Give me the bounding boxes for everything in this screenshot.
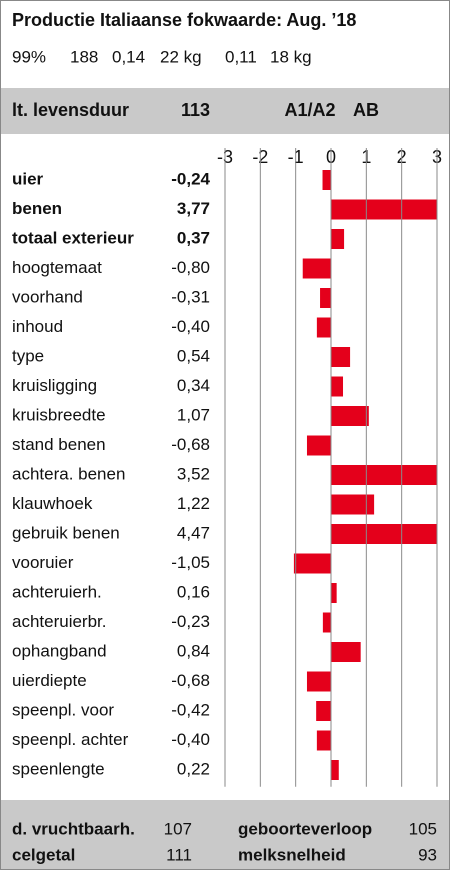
- value-label: -0,68: [171, 671, 210, 690]
- row-label: benen: [12, 199, 62, 218]
- bar: [316, 317, 331, 338]
- bar: [293, 553, 331, 574]
- footer-value: 93: [418, 845, 437, 864]
- footer-label: melksnelheid: [238, 845, 346, 864]
- value-label: 0,54: [177, 346, 210, 365]
- bar: [331, 347, 351, 367]
- footer-label: geboorteverloop: [238, 819, 372, 838]
- a1a2-label: A1/A2: [284, 100, 335, 120]
- bar: [331, 199, 437, 220]
- row-label: kruisbreedte: [12, 405, 106, 424]
- value-label: 1,22: [177, 494, 210, 513]
- row-label: stand benen: [12, 435, 106, 454]
- row-label: type: [12, 346, 44, 365]
- value-label: -0,80: [171, 258, 210, 277]
- footer-value: 105: [409, 819, 437, 838]
- value-label: -0,24: [171, 169, 210, 188]
- value-label: 1,07: [177, 405, 210, 424]
- value-label: 3,77: [177, 199, 210, 218]
- lifespan-label: lt. levensduur: [12, 100, 129, 120]
- row-label: achteruierh.: [12, 582, 102, 601]
- row-label: klauwhoek: [12, 494, 93, 513]
- stat: 0,11: [225, 47, 257, 66]
- value-label: -0,40: [171, 317, 210, 336]
- row-label: speenlengte: [12, 759, 105, 778]
- stat: 188: [70, 47, 98, 66]
- bars: [293, 170, 437, 780]
- value-label: 0,37: [177, 228, 210, 247]
- bar: [331, 406, 369, 426]
- bar: [331, 583, 337, 603]
- row-label: uier: [12, 169, 44, 188]
- bar: [306, 671, 331, 692]
- row-label: inhoud: [12, 317, 63, 336]
- row-label: gebruik benen: [12, 523, 120, 542]
- lifespan-band: [1, 88, 449, 134]
- stat: 99%: [12, 47, 46, 66]
- row-label: uierdiepte: [12, 671, 87, 690]
- value-label: -0,68: [171, 435, 210, 454]
- bar: [306, 435, 331, 456]
- footer-value: 107: [164, 819, 192, 838]
- row-label: kruisligging: [12, 376, 97, 395]
- row-label: speenpl. voor: [12, 700, 114, 719]
- row-label: achteruierbr.: [12, 612, 107, 631]
- bar: [331, 229, 345, 249]
- value-label: 4,47: [177, 523, 210, 542]
- row-label: totaal exterieur: [12, 228, 134, 247]
- bar: [331, 760, 339, 780]
- footer-band: [1, 800, 449, 869]
- bar: [331, 642, 361, 662]
- bar: [331, 494, 375, 515]
- value-label: -0,31: [171, 287, 210, 306]
- title: Productie Italiaanse fokwaarde: Aug. ’18: [12, 10, 356, 30]
- footer-label: d. vruchtbaarh.: [12, 819, 135, 838]
- value-label: 0,34: [177, 376, 210, 395]
- stat: 0,14: [112, 47, 145, 66]
- bar: [322, 612, 331, 633]
- value-label: -0,23: [171, 612, 210, 631]
- value-label: -1,05: [171, 553, 210, 572]
- stat: 22 kg: [160, 47, 202, 66]
- value-label: 3,52: [177, 464, 210, 483]
- bar: [320, 288, 331, 308]
- row-label: speenpl. achter: [12, 730, 129, 749]
- bar: [316, 701, 331, 721]
- value-label: 0,84: [177, 641, 210, 660]
- row-label: ophangband: [12, 641, 107, 660]
- bar: [322, 170, 331, 190]
- footer-label: celgetal: [12, 845, 75, 864]
- value-label: 0,22: [177, 759, 210, 778]
- footer-value: 111: [166, 845, 192, 864]
- bar: [331, 524, 437, 544]
- value-label: 0,16: [177, 582, 210, 601]
- value-label: -0,40: [171, 730, 210, 749]
- bar: [302, 258, 331, 279]
- row-label: achtera. benen: [12, 464, 125, 483]
- bar: [331, 376, 344, 397]
- lifespan-value: 113: [181, 100, 210, 120]
- row-label: vooruier: [12, 553, 74, 572]
- row-label: hoogtemaat: [12, 258, 102, 277]
- value-label: -0,42: [171, 700, 210, 719]
- ab-label: AB: [353, 100, 379, 120]
- row-label: voorhand: [12, 287, 83, 306]
- bar: [316, 730, 331, 751]
- bar: [331, 465, 437, 485]
- stat: 18 kg: [270, 47, 312, 66]
